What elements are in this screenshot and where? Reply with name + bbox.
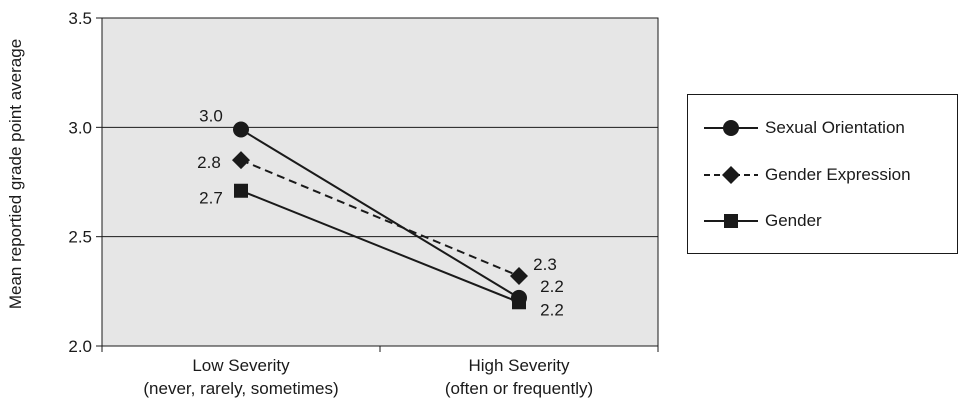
series-line bbox=[240, 159, 520, 277]
x-category-label: (never, rarely, sometimes) bbox=[143, 379, 338, 398]
x-category-label: High Severity bbox=[468, 356, 570, 375]
data-label: 2.7 bbox=[199, 189, 223, 208]
legend-label: Gender Expression bbox=[765, 165, 911, 184]
y-tick-label: 2.0 bbox=[68, 337, 92, 356]
legend-label: Sexual Orientation bbox=[765, 118, 905, 137]
data-label: 2.8 bbox=[197, 153, 221, 172]
x-category-label: Low Severity bbox=[192, 356, 290, 375]
legend-item-sexual-orientation: Sexual Orientation bbox=[688, 113, 957, 143]
square-marker-icon bbox=[704, 214, 758, 228]
data-point-diamond bbox=[510, 267, 528, 286]
y-tick-label: 2.5 bbox=[68, 228, 92, 247]
legend-item-gender-expression: Gender Expression bbox=[688, 160, 957, 190]
data-point-circle bbox=[233, 121, 249, 138]
plot-area bbox=[101, 17, 659, 347]
series-line bbox=[240, 189, 520, 304]
data-label: 2.2 bbox=[540, 300, 564, 319]
data-point-diamond bbox=[232, 151, 250, 170]
y-tick-label: 3.0 bbox=[68, 118, 92, 137]
circle-marker-icon bbox=[704, 120, 758, 136]
data-label: 3.0 bbox=[199, 107, 223, 126]
series-line bbox=[240, 128, 520, 299]
y-tick-label: 3.5 bbox=[68, 9, 92, 28]
legend: Sexual Orientation Gender Expression Gen… bbox=[687, 94, 958, 254]
data-point-square bbox=[234, 183, 248, 198]
y-axis-label: Mean reportied grade point average bbox=[6, 39, 25, 309]
data-label: 2.2 bbox=[540, 277, 564, 296]
x-category-label: (often or frequently) bbox=[445, 379, 593, 398]
legend-label: Gender bbox=[765, 211, 822, 230]
diamond-marker-icon bbox=[704, 166, 758, 184]
data-label: 2.3 bbox=[533, 255, 557, 274]
data-point-square bbox=[512, 295, 526, 310]
legend-item-gender: Gender bbox=[688, 206, 957, 236]
